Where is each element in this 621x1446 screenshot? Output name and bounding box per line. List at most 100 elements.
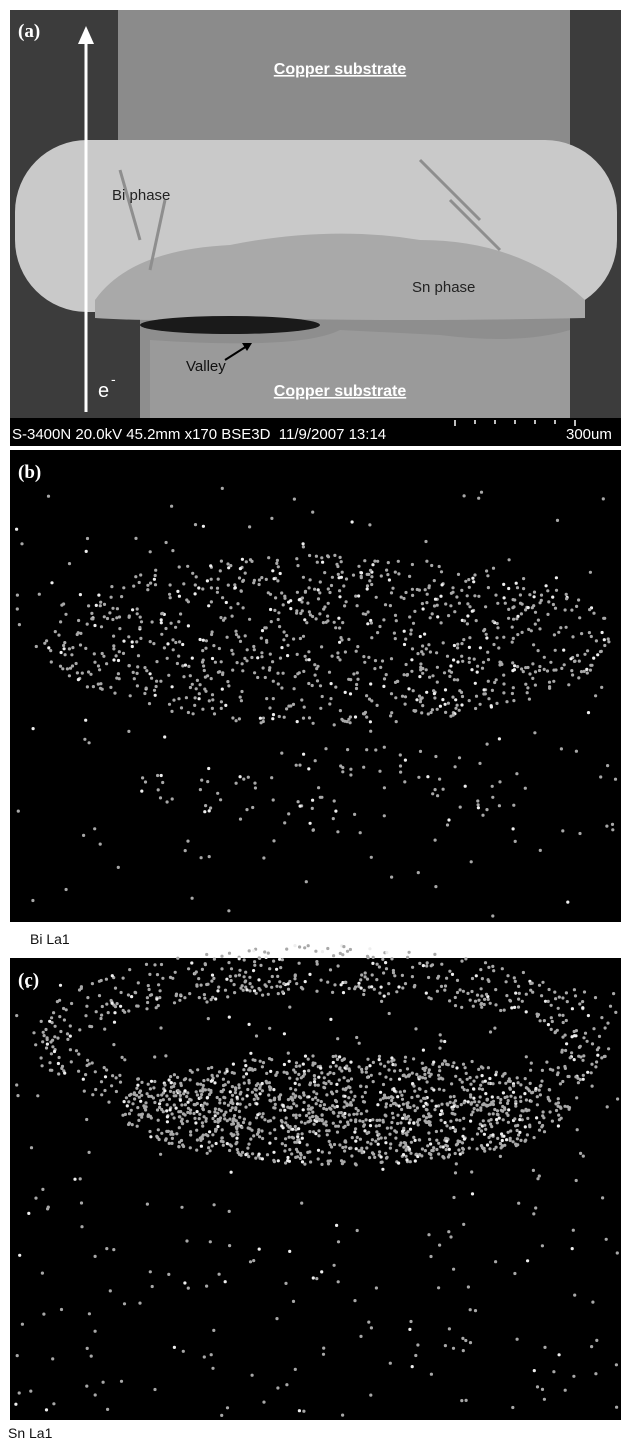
x-ray-dot: [380, 1155, 383, 1158]
x-ray-dot: [428, 1138, 431, 1141]
x-ray-dot: [231, 652, 234, 655]
x-ray-dot: [360, 973, 363, 976]
x-ray-dot: [53, 1050, 56, 1053]
x-ray-dot: [580, 670, 583, 673]
x-ray-dot: [437, 1074, 440, 1077]
x-ray-dot: [573, 660, 576, 663]
x-ray-dot: [507, 1121, 510, 1124]
x-ray-dot: [315, 555, 318, 558]
x-ray-dot: [454, 1171, 457, 1174]
x-ray-dot: [469, 1083, 472, 1086]
x-ray-dot: [220, 707, 223, 710]
x-ray-dot: [478, 1127, 481, 1130]
x-ray-dot: [328, 1140, 331, 1143]
x-ray-dot: [577, 1081, 580, 1084]
x-ray-dot: [302, 670, 305, 673]
x-ray-dot: [311, 1054, 314, 1057]
x-ray-dot: [308, 554, 311, 557]
x-ray-dot: [473, 573, 476, 576]
x-ray-dot: [299, 805, 302, 808]
x-ray-dot: [513, 1272, 516, 1275]
x-ray-dot: [35, 645, 38, 648]
x-ray-dot: [405, 1147, 408, 1150]
x-ray-dot: [394, 681, 397, 684]
x-ray-dot: [158, 996, 161, 999]
x-ray-dot: [401, 1117, 404, 1120]
x-ray-dot: [598, 1035, 601, 1038]
x-ray-dot: [425, 691, 428, 694]
x-ray-dot: [350, 1090, 353, 1093]
x-ray-dot: [423, 1073, 426, 1076]
x-ray-dot: [554, 668, 557, 671]
x-ray-dot: [187, 967, 190, 970]
x-ray-dot: [555, 1109, 558, 1112]
x-ray-dot: [160, 618, 163, 621]
x-ray-dot: [194, 1103, 197, 1106]
x-ray-dot: [210, 1066, 213, 1069]
x-ray-dot: [425, 1108, 428, 1111]
x-ray-dot: [390, 1060, 393, 1063]
x-ray-dot: [379, 666, 382, 669]
x-ray-dot: [381, 1161, 384, 1164]
x-ray-dot: [150, 1080, 153, 1083]
x-ray-dot: [41, 1064, 44, 1067]
x-ray-dot: [346, 748, 349, 751]
x-ray-dot: [112, 1043, 115, 1046]
x-ray-dot: [569, 1056, 572, 1059]
x-ray-dot: [300, 1154, 303, 1157]
x-ray-dot: [86, 623, 89, 626]
x-ray-dot: [318, 591, 321, 594]
x-ray-dot: [149, 582, 152, 585]
x-ray-dot: [58, 999, 61, 1002]
x-ray-dot: [432, 1146, 435, 1149]
x-ray-dot: [169, 1075, 172, 1078]
x-ray-dot: [433, 692, 436, 695]
x-ray-dot: [532, 1169, 535, 1172]
x-ray-dot: [375, 596, 378, 599]
x-ray-dot: [293, 687, 296, 690]
x-ray-dot: [396, 1114, 399, 1117]
x-ray-dot: [470, 1103, 473, 1106]
x-ray-dot: [443, 671, 446, 674]
x-ray-dot: [532, 604, 535, 607]
x-ray-dot: [457, 1139, 460, 1142]
x-ray-dot: [312, 1061, 315, 1064]
x-ray-dot: [261, 1157, 264, 1160]
x-ray-dot: [384, 1152, 387, 1155]
x-ray-dot: [84, 719, 87, 722]
x-ray-dot: [178, 565, 181, 568]
x-ray-dot: [167, 1273, 170, 1276]
x-ray-dot: [457, 573, 460, 576]
x-ray-dot: [262, 1061, 265, 1064]
x-ray-dot: [50, 1069, 53, 1072]
x-ray-dot: [418, 675, 421, 678]
x-ray-dot: [70, 1002, 73, 1005]
x-ray-dot: [408, 615, 411, 618]
x-ray-dot: [506, 1102, 509, 1105]
x-ray-dot: [93, 652, 96, 655]
x-ray-dot: [150, 1116, 153, 1119]
x-ray-dot: [443, 989, 446, 992]
x-ray-dot: [380, 986, 383, 989]
x-ray-dot: [312, 1090, 315, 1093]
x-ray-dot: [474, 1309, 477, 1312]
x-ray-dot: [233, 1118, 236, 1121]
x-ray-dot: [422, 1105, 425, 1108]
x-ray-dot: [93, 624, 96, 627]
x-ray-dot: [432, 1061, 435, 1064]
x-ray-dot: [265, 697, 268, 700]
x-ray-dot: [350, 1077, 353, 1080]
x-ray-dot: [66, 667, 69, 670]
x-ray-dot: [449, 1101, 452, 1104]
x-ray-dot: [522, 971, 525, 974]
x-ray-dot: [480, 994, 483, 997]
x-ray-dot: [456, 991, 459, 994]
x-ray-dot: [248, 618, 251, 621]
x-ray-dot: [519, 1100, 522, 1103]
x-ray-dot: [461, 1151, 464, 1154]
x-ray-dot: [315, 1117, 318, 1120]
x-ray-dot: [199, 1083, 202, 1086]
x-ray-dot: [512, 804, 515, 807]
x-ray-dot: [417, 776, 420, 779]
x-ray-dot: [263, 1118, 266, 1121]
